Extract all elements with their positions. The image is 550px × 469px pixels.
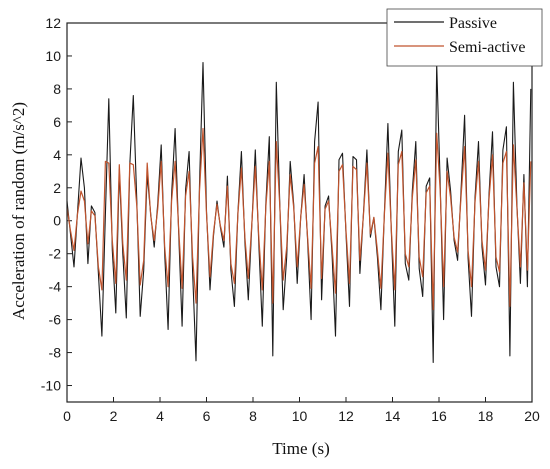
y-tick-label: 10 <box>45 48 61 64</box>
legend: Passive Semi-active <box>386 8 543 67</box>
y-tick-label: -10 <box>41 378 61 394</box>
y-tick-label: 8 <box>53 81 61 97</box>
y-axis: -10 -8 -6 -4 -2 0 2 4 6 8 10 12 <box>41 15 72 394</box>
legend-label-passive: Passive <box>449 15 497 32</box>
y-axis-title-text: Acceleration of random (m/s^2) <box>9 102 28 320</box>
x-tick-label: 4 <box>156 408 164 424</box>
y-tick-label: -8 <box>49 345 62 361</box>
x-tick-label: 18 <box>478 408 494 424</box>
x-axis-title: Time (s) <box>272 439 329 458</box>
y-tick-label: -4 <box>49 279 62 295</box>
x-tick-label: 8 <box>249 408 257 424</box>
plot-area <box>67 23 532 402</box>
x-tick-label: 20 <box>524 408 540 424</box>
series-lines <box>66 61 532 364</box>
x-tick-label: 0 <box>63 408 71 424</box>
x-tick-label: 6 <box>203 408 211 424</box>
legend-label-semi-active: Semi-active <box>449 39 525 56</box>
x-tick-label: 14 <box>385 408 401 424</box>
x-tick-label: 10 <box>292 408 308 424</box>
x-tick-label: 2 <box>110 408 118 424</box>
x-tick-label: 16 <box>431 408 447 424</box>
x-tick-label: 12 <box>338 408 354 424</box>
plot-frame <box>66 22 533 403</box>
y-tick-label: 6 <box>53 114 61 130</box>
y-axis-title: Acceleration of random (m/s^2) <box>9 102 28 320</box>
y-tick-label: 2 <box>53 180 61 196</box>
y-tick-label: -6 <box>49 312 62 328</box>
x-axis: 0 2 4 6 8 10 12 14 16 18 20 <box>63 397 540 424</box>
y-tick-label: 4 <box>53 147 61 163</box>
y-tick-label: 12 <box>45 15 61 31</box>
y-tick-label: 0 <box>53 213 61 229</box>
legend-box <box>386 8 543 67</box>
series-line-semi-active <box>66 127 532 311</box>
y-tick-label: -2 <box>49 246 62 262</box>
